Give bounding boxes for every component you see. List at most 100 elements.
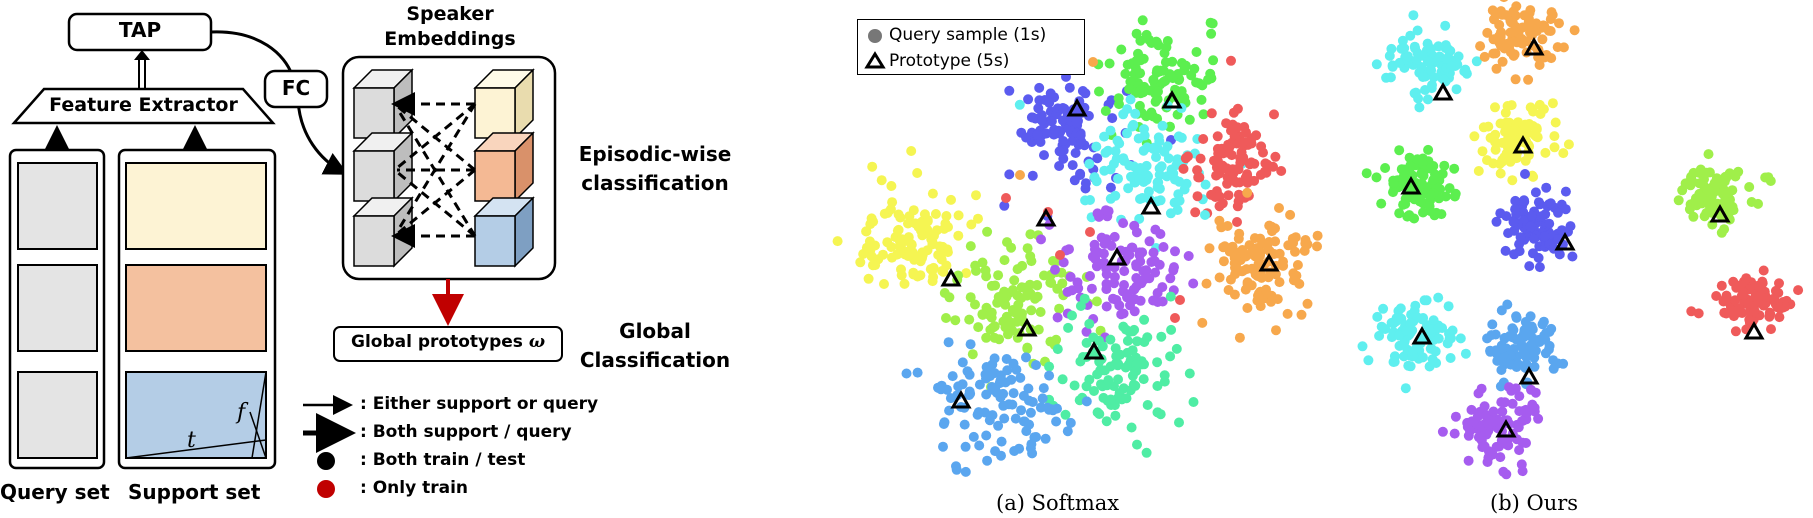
- query-point: [993, 420, 1004, 431]
- query-point: [1166, 168, 1177, 179]
- query-point: [1131, 366, 1142, 376]
- query-point: [1033, 324, 1044, 335]
- query-point: [879, 279, 889, 289]
- query-point: [1399, 43, 1410, 54]
- query-point: [1738, 290, 1749, 301]
- query-point: [1755, 290, 1766, 301]
- query-point: [1138, 87, 1149, 98]
- query-point: [1232, 103, 1243, 114]
- query-point: [1012, 264, 1023, 275]
- query-point: [1730, 295, 1741, 306]
- prototype-triangle: [1512, 134, 1534, 154]
- query-point: [1520, 169, 1530, 179]
- query-point: [1119, 280, 1129, 290]
- query-point: [1218, 256, 1229, 267]
- query-point: [1174, 195, 1185, 206]
- query-point: [1037, 393, 1048, 404]
- query-point: [1498, 466, 1509, 477]
- query-point: [1157, 296, 1168, 307]
- query-point: [1394, 208, 1405, 219]
- query-point: [1475, 41, 1486, 52]
- query-point: [1190, 207, 1201, 218]
- query-point: [1716, 280, 1727, 291]
- query-point: [1188, 397, 1199, 407]
- query-point: [1032, 291, 1043, 302]
- episodic-connections: [391, 92, 477, 248]
- query-point: [1038, 383, 1049, 394]
- query-point: [973, 322, 984, 333]
- query-point: [1064, 82, 1075, 93]
- query-point: [960, 441, 971, 452]
- fc-box: [263, 69, 329, 109]
- query-point: [1144, 236, 1155, 247]
- query-point: [1417, 72, 1428, 82]
- query-point: [1425, 163, 1436, 174]
- query-point: [1278, 260, 1289, 271]
- prototype-triangle: [1083, 340, 1105, 360]
- legend-query-text: Query sample (1s): [889, 25, 1047, 45]
- query-point: [1230, 262, 1240, 273]
- query-point: [943, 337, 954, 348]
- query-point: [1148, 247, 1159, 258]
- query-point: [1376, 321, 1387, 332]
- query-point: [1553, 207, 1563, 218]
- query-point: [1094, 86, 1104, 97]
- prototype-triangle: [1035, 207, 1057, 227]
- query-point: [1226, 173, 1237, 184]
- query-point: [1148, 143, 1159, 154]
- ours-cluster-5: [1491, 169, 1578, 273]
- query-point: [967, 349, 978, 360]
- query-point: [1214, 215, 1225, 226]
- query-point: [1004, 85, 1015, 96]
- query-point: [1544, 218, 1555, 229]
- query-point: [1122, 128, 1132, 139]
- query-point: [1513, 359, 1524, 370]
- query-point: [1550, 117, 1561, 128]
- query-point: [1757, 278, 1768, 289]
- query-point: [1027, 448, 1038, 459]
- legend-both-text: : Both support / query: [360, 422, 572, 442]
- prototype-triangle: [1161, 89, 1183, 109]
- query-point: [998, 400, 1009, 411]
- support-slot-1: [125, 162, 267, 250]
- query-point: [1276, 166, 1287, 176]
- query-point: [1188, 278, 1199, 289]
- query-point: [1482, 27, 1493, 38]
- query-point: [1156, 331, 1167, 342]
- query-point: [903, 251, 914, 261]
- query-point: [1214, 146, 1225, 157]
- query-point: [1466, 404, 1477, 415]
- query-point: [1430, 346, 1441, 357]
- query-point: [1507, 323, 1518, 334]
- prototype-triangle: [1554, 231, 1576, 251]
- query-point: [973, 407, 984, 418]
- query-point: [1502, 134, 1513, 145]
- query-point: [1241, 127, 1251, 138]
- query-point: [1009, 275, 1020, 286]
- query-point: [999, 200, 1010, 211]
- query-point: [1270, 151, 1281, 162]
- query-point: [1536, 211, 1547, 222]
- query-point: [1223, 190, 1234, 201]
- query-point: [1014, 99, 1025, 110]
- query-point: [1749, 305, 1760, 316]
- query-point: [901, 368, 912, 379]
- query-point: [1511, 1, 1522, 12]
- query-point: [1471, 56, 1482, 67]
- query-point: [977, 257, 988, 268]
- query-point: [1151, 152, 1161, 163]
- query-point: [1118, 218, 1129, 229]
- query-point: [1363, 355, 1374, 366]
- query-point: [1506, 100, 1517, 111]
- query-point: [1114, 99, 1124, 110]
- query-point: [1134, 213, 1145, 224]
- query-point: [1110, 146, 1121, 157]
- query-point: [1507, 398, 1518, 409]
- query-point: [1134, 174, 1145, 185]
- query-point: [1443, 301, 1454, 312]
- query-point: [1198, 134, 1209, 144]
- query-point: [1155, 65, 1166, 76]
- query-point: [1054, 146, 1065, 157]
- query-point: [1167, 73, 1178, 84]
- query-point: [1069, 380, 1080, 391]
